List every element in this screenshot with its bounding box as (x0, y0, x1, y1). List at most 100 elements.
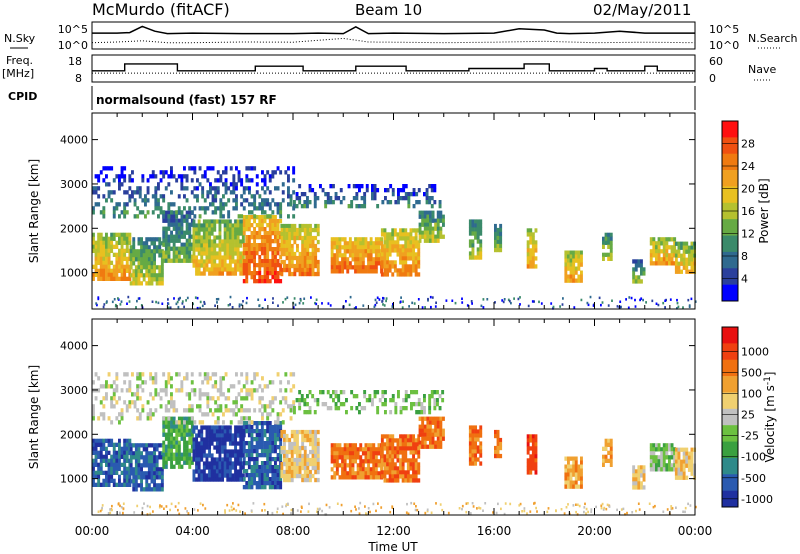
heatmap-cell (198, 214, 202, 219)
heatmap-cell (215, 429, 219, 434)
heatmap-cell (105, 438, 108, 443)
heatmap-cell (377, 451, 381, 456)
heatmap-cell (296, 461, 299, 467)
heatmap-cell (132, 455, 136, 460)
heatmap-cell (226, 465, 230, 470)
heatmap-cell (213, 445, 217, 450)
heatmap-cell (167, 206, 171, 211)
heatmap-cell (529, 260, 533, 265)
heatmap-cell (149, 408, 153, 413)
heatmap-cell (263, 198, 267, 203)
heatmap-cell (250, 441, 254, 446)
heatmap-cell (285, 223, 289, 229)
heatmap-cell (356, 447, 360, 452)
heatmap-cell (337, 398, 341, 403)
heatmap-cell (662, 249, 666, 254)
heatmap-cell (115, 264, 119, 269)
heatmap-cell (409, 244, 413, 249)
heatmap-cell (250, 465, 254, 470)
heatmap-cell (145, 447, 149, 452)
heatmap-cell (414, 478, 418, 483)
heatmap-speck (471, 502, 474, 505)
heatmap-cell (407, 204, 411, 209)
heatmap-cell (105, 198, 108, 203)
heatmap-cell (414, 256, 418, 261)
heatmap-speck (119, 511, 121, 515)
heatmap-speck (135, 306, 137, 309)
heatmap-speck (161, 302, 164, 305)
heatmap-speck (319, 507, 321, 511)
heatmap-cell (303, 473, 307, 479)
heatmap-cell (640, 481, 643, 486)
heatmap-cell (283, 247, 286, 253)
heatmap-cell (234, 227, 237, 232)
heatmap-cell (333, 471, 337, 476)
colorbar-tick-label: 20 (741, 183, 755, 196)
heatmap-cell (673, 245, 677, 250)
heatmap-cell (195, 259, 198, 264)
heatmap-cell (668, 443, 671, 448)
heatmap-cell (258, 255, 262, 260)
heatmap-cell (474, 429, 477, 434)
heatmap-cell (242, 271, 246, 276)
heatmap-cell (682, 467, 686, 472)
heatmap-cell (185, 178, 189, 183)
heatmap-cell (240, 214, 244, 219)
heatmap-cell (634, 267, 638, 272)
heatmap-cell (247, 271, 251, 276)
heatmap-cell (195, 267, 198, 272)
heatmap-cell (180, 182, 184, 187)
heatmap-speck (575, 510, 577, 514)
heatmap-speck (170, 502, 173, 506)
heatmap-cell (250, 255, 254, 260)
heatmap-cell (276, 372, 280, 377)
heatmap-cell (417, 402, 421, 407)
heatmap-cell (136, 396, 140, 401)
heatmap-cell (172, 428, 176, 433)
heatmap-cell (268, 453, 272, 458)
heatmap-cell (341, 269, 344, 274)
heatmap-cell (260, 433, 264, 438)
heatmap-cell (354, 245, 357, 250)
heatmap-cell (195, 453, 198, 458)
heatmap-cell (155, 265, 159, 270)
heatmap-cell (680, 459, 683, 464)
heatmap-cell (288, 461, 292, 467)
heatmap-cell (526, 256, 530, 261)
heatmap-cell (309, 473, 312, 479)
heatmap-cell (188, 404, 192, 409)
heatmap-cell (529, 454, 533, 459)
heatmap-cell (348, 249, 352, 254)
heatmap-cell (397, 196, 400, 201)
heatmap-cell (306, 473, 310, 479)
heatmap-cell (309, 441, 312, 447)
heatmap-cell (687, 467, 691, 472)
heatmap-cell (180, 388, 184, 393)
heatmap-cell (177, 246, 181, 251)
heatmap-cell (140, 487, 143, 492)
heatmap-cell (406, 478, 410, 483)
heatmap-cell (247, 485, 251, 490)
colorbar-tick-label: 4 (741, 273, 748, 286)
heatmap-cell (145, 245, 149, 250)
heatmap-cell (421, 218, 425, 223)
heatmap-cell (415, 390, 419, 395)
heatmap-speck (426, 508, 429, 511)
heatmap-cell (247, 263, 251, 268)
heatmap-cell (210, 477, 214, 482)
heatmap-cell (137, 241, 141, 246)
heatmap-cell (115, 174, 119, 179)
heatmap-speck (590, 508, 593, 511)
heatmap-cell (680, 261, 683, 266)
heatmap-cell (177, 222, 181, 227)
heatmap-cell (158, 273, 162, 278)
heatmap-cell (136, 186, 140, 191)
heatmap-cell (188, 214, 192, 219)
heatmap-cell (195, 227, 198, 232)
heatmap-cell (577, 274, 581, 279)
heatmap-cell (258, 247, 262, 252)
heatmap-cell (274, 202, 277, 207)
heatmap-cell (680, 241, 683, 246)
heatmap-cell (210, 223, 214, 228)
heatmap-cell (218, 477, 222, 482)
